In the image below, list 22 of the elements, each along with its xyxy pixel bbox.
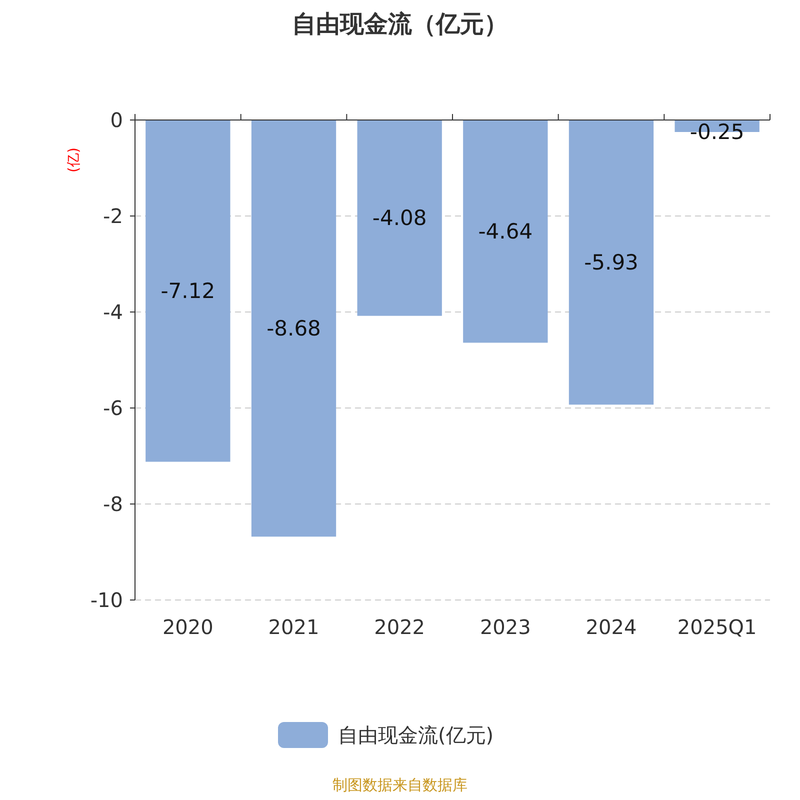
legend-label: 自由现金流(亿元) — [338, 723, 494, 747]
x-tick-label: 2025Q1 — [677, 615, 757, 639]
y-tick-label: -6 — [103, 396, 123, 420]
x-tick-label: 2022 — [374, 615, 426, 639]
text: 制图数据来自数据库 — [332, 776, 468, 794]
x-tick-label: 2024 — [586, 615, 637, 639]
x-tick-label: 2023 — [480, 615, 531, 639]
y-tick-label: -4 — [103, 300, 123, 324]
y-tick-label: -8 — [103, 492, 123, 516]
data-label: -7.12 — [160, 278, 216, 303]
y-axis-title: (亿) — [66, 148, 82, 172]
data-label: -4.08 — [372, 206, 427, 230]
y-tick-label: -10 — [90, 588, 123, 612]
x-tick-label: 2021 — [268, 615, 320, 639]
y-tick-label: 0 — [110, 108, 123, 132]
y-tick-label: -2 — [103, 204, 123, 228]
data-label: -0.25 — [690, 120, 744, 144]
chart-title: 自由现金流（亿元） — [292, 10, 508, 38]
data-label: -4.64 — [478, 219, 533, 244]
data-label: -5.93 — [584, 250, 638, 274]
data-label: -8.68 — [266, 316, 321, 340]
x-tick-label: 2020 — [162, 615, 214, 639]
